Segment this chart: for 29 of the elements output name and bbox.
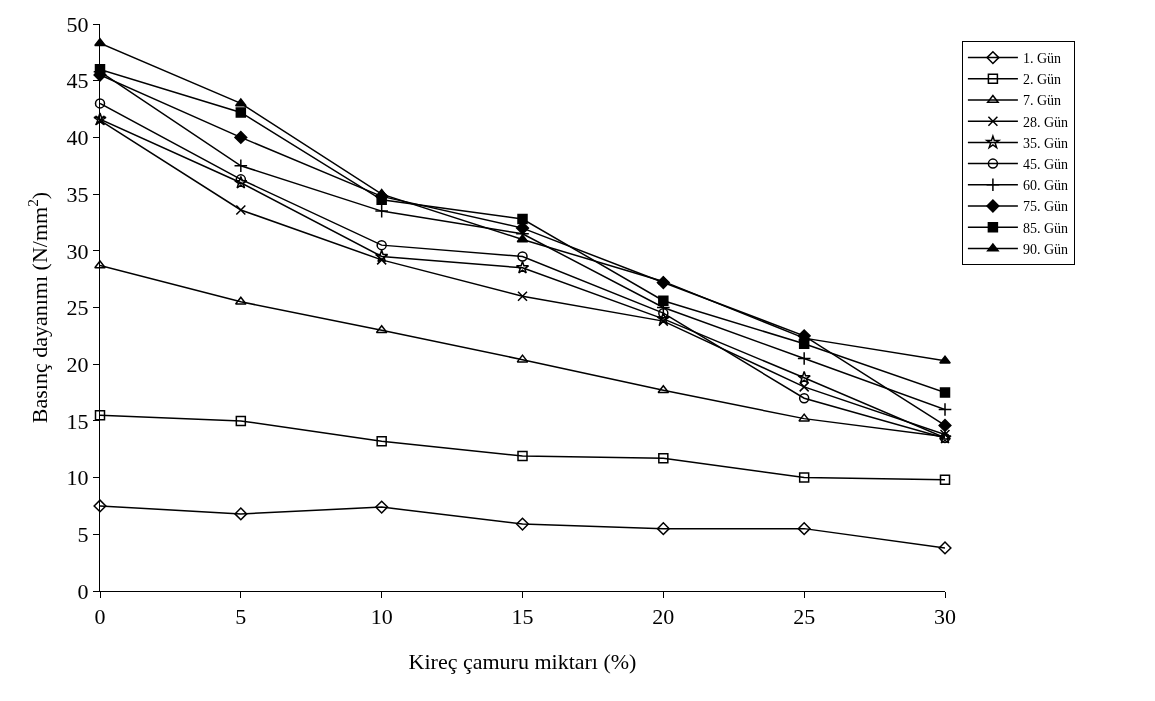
legend-label: 85. Gün: [1022, 220, 1069, 236]
legend-label: 75. Gün: [1022, 199, 1069, 215]
y-tick-label: 10: [66, 465, 89, 491]
legend-label: 35. Gün: [1022, 135, 1069, 151]
x-tick-label: 20: [652, 604, 675, 630]
legend-label: 45. Gün: [1022, 157, 1069, 173]
x-tick-label: 5: [235, 604, 247, 630]
y-tick-label: 35: [66, 181, 89, 207]
legend-label: 1. Gün: [1022, 51, 1062, 67]
x-tick-label: 30: [934, 604, 956, 630]
x-tick-label: 15: [511, 604, 534, 630]
y-tick-label: 0: [77, 578, 89, 604]
y-tick-label: 50: [66, 11, 89, 37]
legend-label: 60. Gün: [1022, 178, 1069, 194]
x-tick-label: 25: [793, 604, 816, 630]
legend-label: 90. Gün: [1022, 241, 1069, 257]
y-tick-label: 40: [66, 125, 89, 151]
y-tick-label: 20: [66, 351, 89, 377]
y-tick-label: 30: [66, 238, 89, 264]
y-tick-label: 5: [77, 522, 89, 547]
x-tick-label: 0: [94, 604, 106, 630]
y-tick-label: 45: [66, 68, 89, 94]
legend-label: 7. Gün: [1022, 93, 1062, 109]
legend-label: 28. Gün: [1022, 114, 1069, 130]
y-tick-label: 15: [66, 408, 89, 434]
x-tick-label: 10: [370, 604, 393, 630]
legend-label: 2. Gün: [1022, 72, 1062, 88]
y-tick-label: 25: [66, 295, 89, 321]
x-axis-title: Kireç çamuru miktarı (%): [408, 649, 637, 675]
